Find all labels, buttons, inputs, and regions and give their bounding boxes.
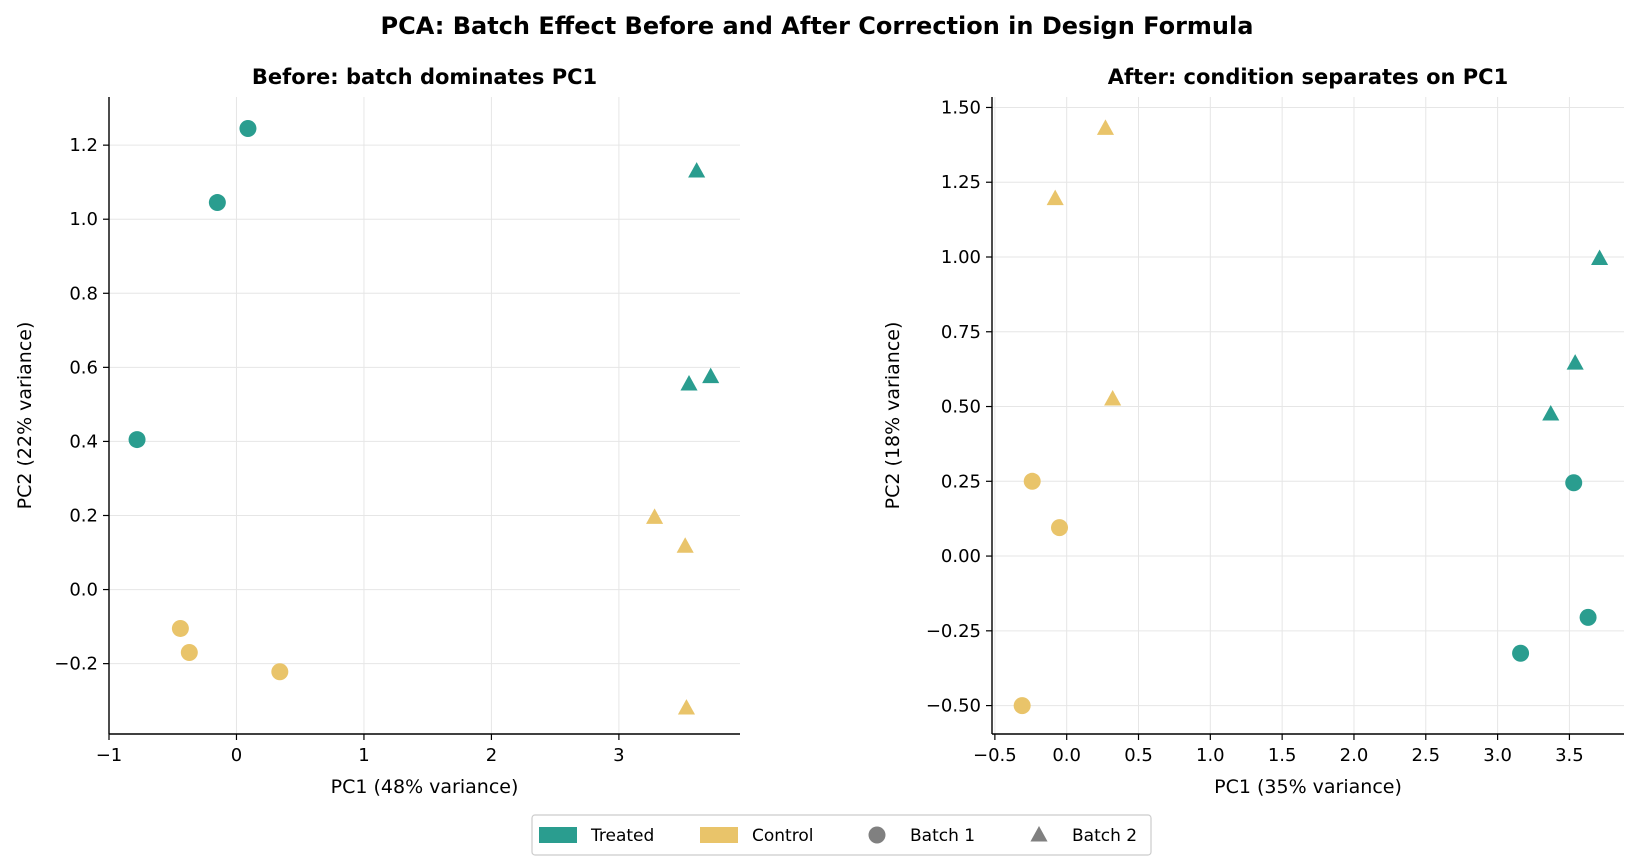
legend: Treated Control Batch 1 Batch 2: [531, 814, 1152, 856]
x-tick-label: 1.5: [1268, 745, 1297, 766]
data-point-control-batch2: [677, 699, 696, 715]
x-tick-label: 2: [486, 745, 497, 766]
y-axis-label: PC2 (22% variance): [14, 322, 36, 510]
data-point-control-batch2: [676, 537, 694, 553]
data-point-control-batch2: [1046, 189, 1064, 206]
x-tick-label: 0.0: [1052, 745, 1081, 766]
x-tick-label: 2.0: [1340, 745, 1369, 766]
data-point-treated-batch2: [1566, 354, 1584, 370]
data-point-treated-batch1: [208, 194, 226, 212]
data-point-control-batch1: [1013, 697, 1031, 715]
y-tick-label: 0.4: [69, 431, 98, 452]
x-tick-label: 1: [358, 745, 369, 766]
y-tick-label: −0.50: [926, 696, 981, 717]
x-tick-label: 1.0: [1196, 745, 1225, 766]
data-point-treated-batch2: [680, 375, 698, 391]
panel-title: After: condition separates on PC1: [1108, 65, 1508, 89]
legend-label: Control: [752, 826, 813, 846]
y-tick-label: −0.25: [926, 621, 981, 642]
legend-marker-batch2: [1030, 826, 1048, 842]
y-tick-label: 0.6: [69, 357, 98, 378]
y-tick-label: 0.00: [941, 546, 981, 567]
data-point-control-batch1: [180, 644, 198, 662]
y-tick-label: 0.50: [941, 397, 981, 418]
figure-title: PCA: Batch Effect Before and After Corre…: [381, 12, 1254, 40]
data-point-treated-batch2: [1542, 405, 1560, 421]
data-point-treated-batch2: [688, 162, 706, 178]
legend-label: Batch 1: [910, 826, 975, 846]
x-tick-label: −1: [96, 745, 123, 766]
data-point-treated-batch1: [239, 119, 257, 137]
data-point-control-batch1: [171, 619, 189, 637]
data-point-treated-batch2: [702, 367, 720, 384]
x-tick-label: 3.0: [1483, 745, 1512, 766]
data-point-treated-batch1: [1579, 608, 1597, 626]
y-tick-label: 0.75: [941, 322, 981, 343]
y-tick-label: −0.2: [54, 654, 98, 675]
y-tick-label: 0.25: [941, 471, 981, 492]
data-point-treated-batch1: [128, 431, 146, 449]
panel-title: Before: batch dominates PC1: [252, 65, 597, 89]
data-point-control-batch2: [1096, 119, 1115, 135]
data-point-control-batch1: [1051, 519, 1069, 537]
x-tick-label: 0.5: [1124, 745, 1153, 766]
legend-swatch-control: [700, 827, 738, 843]
y-tick-label: 0.0: [69, 580, 98, 601]
x-axis-label: PC1 (48% variance): [331, 776, 519, 798]
data-point-treated-batch1: [1565, 474, 1583, 492]
data-point-control-batch2: [1104, 390, 1122, 406]
legend-frame: [531, 814, 1152, 856]
data-point-control-batch2: [646, 508, 664, 524]
data-point-treated-batch1: [1512, 644, 1530, 662]
legend-label: Batch 2: [1072, 826, 1137, 846]
y-tick-label: 1.25: [941, 172, 981, 193]
x-axis-label: PC1 (35% variance): [1214, 776, 1402, 798]
data-point-control-batch1: [1023, 472, 1041, 490]
x-tick-label: 0: [231, 745, 242, 766]
x-tick-label: −0.5: [973, 745, 1017, 766]
y-tick-label: 1.2: [69, 135, 98, 156]
legend-swatch-treated: [539, 827, 577, 843]
y-tick-label: 1.50: [941, 97, 981, 118]
panel-after: −0.5 0.0 0.5 1.0 1.5 2.0 2.5 3.0 3.5 −0.50 −0.25 0.…: [882, 65, 1624, 798]
legend-label: Treated: [590, 826, 654, 846]
panel-before: −1 0 1 2 3 −0.2 0.0 0.2 0.4 0.6 0.8 1.0 1.2 Before: b…: [14, 65, 740, 798]
y-tick-label: 0.2: [69, 505, 98, 526]
y-tick-label: 1.00: [941, 247, 981, 268]
legend-marker-batch1: [868, 826, 886, 844]
y-axis-label: PC2 (18% variance): [882, 322, 904, 510]
x-tick-label: 3: [613, 745, 624, 766]
x-tick-label: 2.5: [1411, 745, 1440, 766]
x-tick-label: 3.5: [1555, 745, 1584, 766]
y-tick-label: 0.8: [69, 283, 98, 304]
data-point-treated-batch2: [1591, 249, 1609, 265]
y-tick-label: 1.0: [69, 209, 98, 230]
data-point-control-batch1: [271, 663, 289, 681]
